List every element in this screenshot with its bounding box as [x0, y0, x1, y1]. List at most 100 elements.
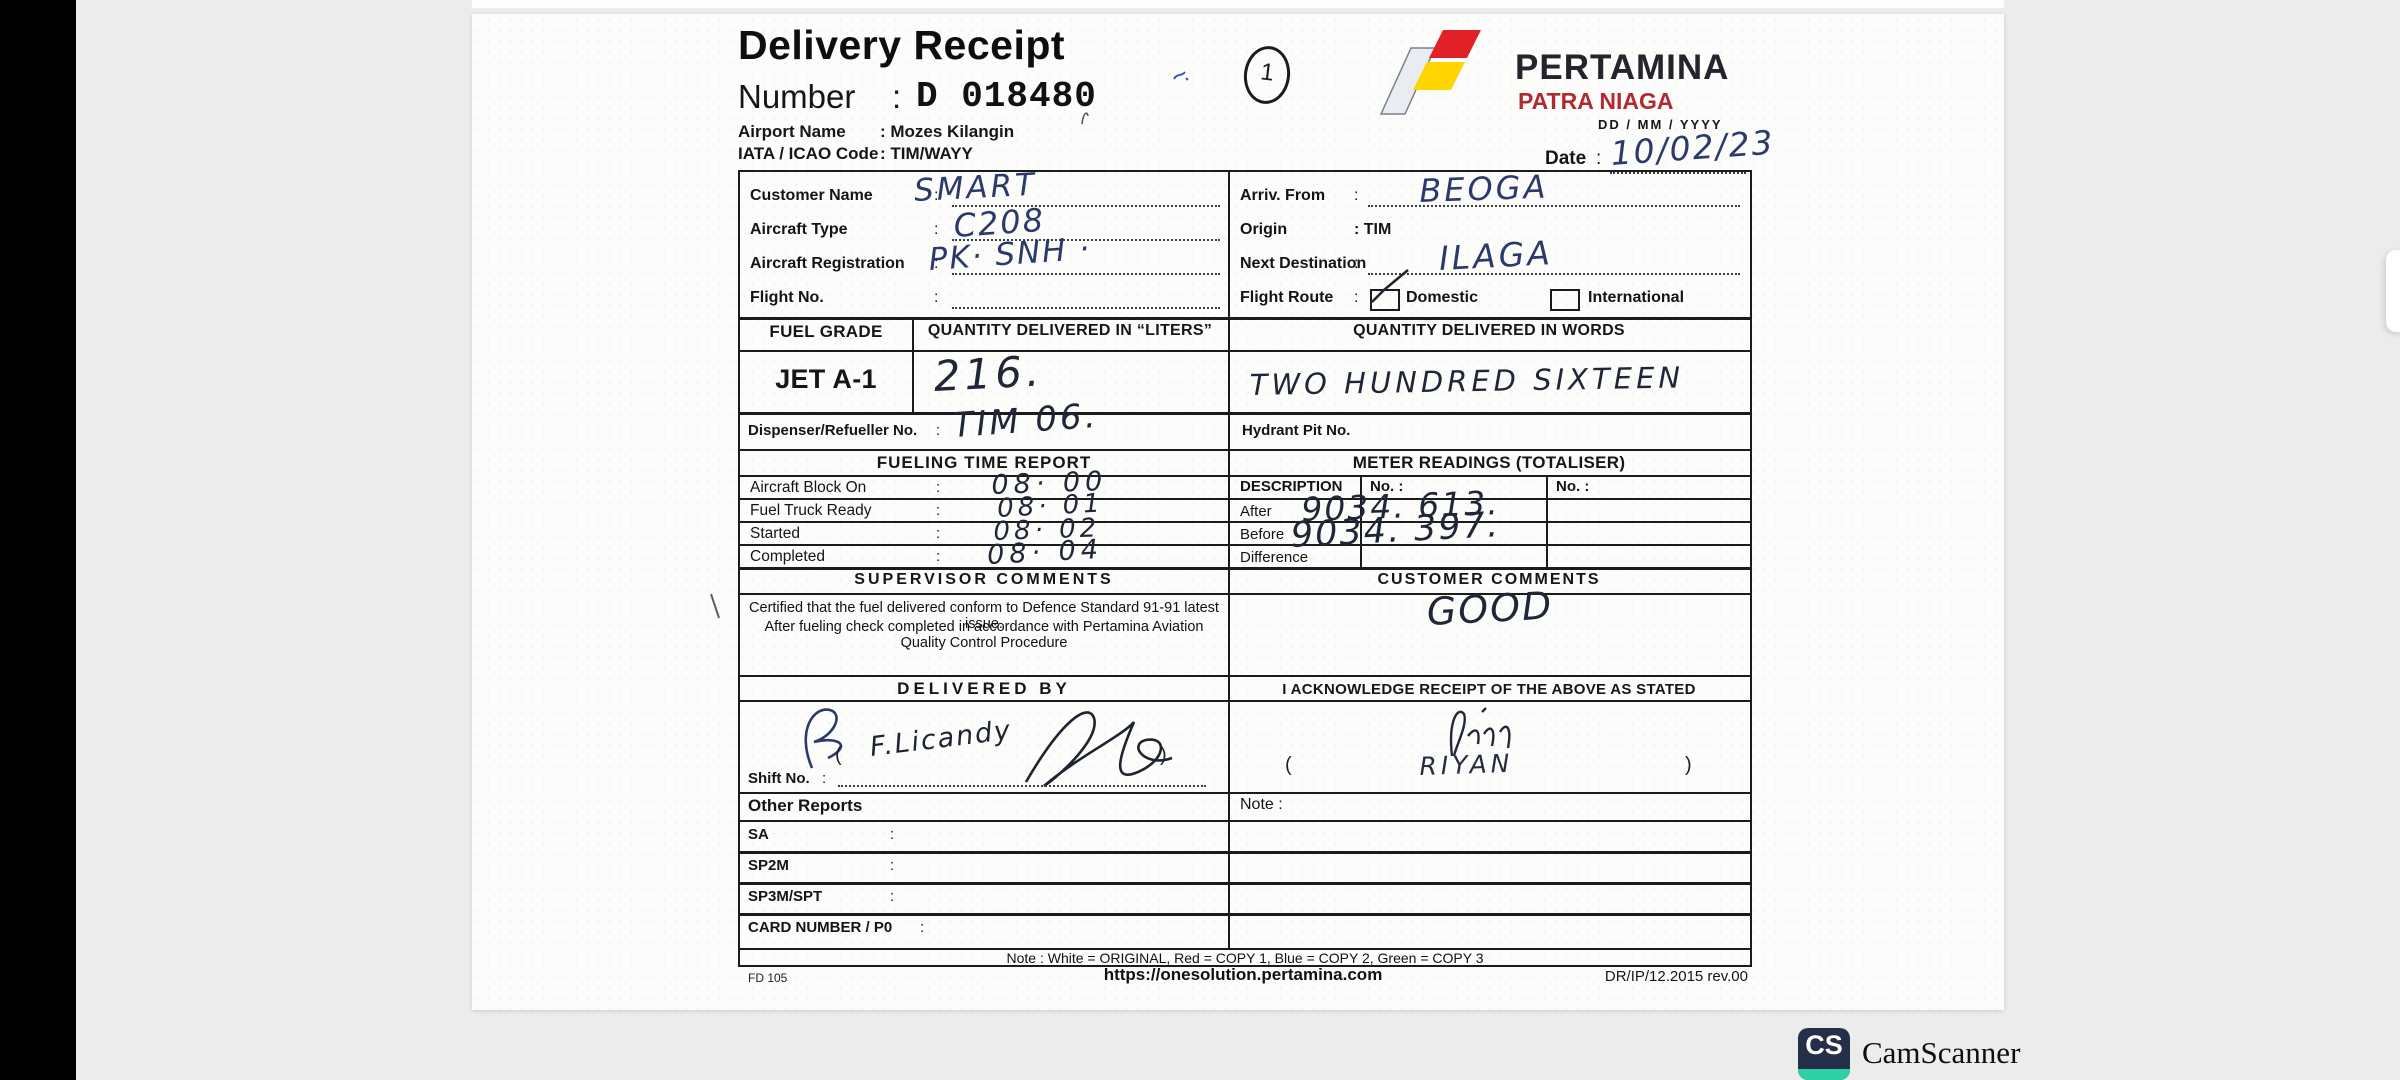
meter-readings-header: METER READINGS (TOTALISER) — [1352, 453, 1626, 472]
left-black-bar — [0, 0, 76, 1080]
supervisor-comments-header: SUPERVISOR COMMENTS — [854, 571, 1114, 588]
camscanner-icon: CS — [1798, 1028, 1850, 1080]
acknowledge-signature — [1449, 707, 1511, 757]
colon: : — [890, 826, 895, 843]
camscanner-wordmark: CamScanner — [1862, 1035, 2021, 1070]
receipt-title: Delivery Receipt — [738, 22, 1066, 68]
delivered-by-header: DELIVERED BY — [897, 679, 1071, 698]
origin-value: : TIM — [1354, 221, 1392, 238]
dispenser-value: TIM 06. — [951, 395, 1100, 446]
camscanner-abbr: CS — [1805, 1030, 1843, 1060]
colon: : — [1354, 187, 1359, 204]
iata-icao-label: IATA / ICAO Code — [738, 144, 879, 163]
scan-mark — [1081, 112, 1089, 125]
words-header: QUANTITY DELIVERED IN WORDS — [1353, 322, 1625, 339]
iata-icao-value: : TIM/WAYY — [880, 144, 973, 163]
number-value: D 018480 — [916, 76, 1097, 117]
aircraft-registration-label: Aircraft Registration — [750, 255, 905, 272]
colon: : — [936, 479, 941, 496]
colon: : — [822, 770, 827, 787]
before-label: Before — [1240, 526, 1285, 543]
card-number-label: CARD NUMBER / P0 — [748, 919, 893, 936]
dotted-line — [1368, 205, 1740, 207]
brand-name: PERTAMINA — [1515, 48, 1730, 87]
colon: : — [920, 919, 925, 936]
flight-route-label: Flight Route — [1240, 289, 1334, 306]
hydrant-label: Hydrant Pit No. — [1242, 422, 1351, 439]
customer-comment-value: GOOD — [1425, 583, 1555, 634]
form-revision: DR/IP/12.2015 rev.00 — [1604, 968, 1748, 985]
check-mark — [1371, 269, 1409, 303]
flight-route-row: Flight Route : Domestic International — [1230, 269, 1750, 314]
colon: : — [1354, 289, 1359, 306]
fuel-grade-value: JET A-1 — [775, 364, 877, 394]
iata-icao-row: IATA / ICAO Code : TIM/WAYY — [738, 144, 1238, 166]
shift-no-label: Shift No. — [748, 770, 810, 787]
scan-mark — [710, 593, 720, 619]
certification-line1: Certified that the fuel delivered confor… — [749, 600, 1219, 632]
brand-subname: PATRA NIAGA — [1518, 88, 1674, 114]
pertamina-logo-icon — [1379, 30, 1481, 115]
arriv-from-value: BEOGA — [1418, 167, 1549, 210]
previous-page-edge — [472, 0, 2004, 8]
colon: : — [936, 548, 941, 565]
difference-label: Difference — [1240, 549, 1309, 566]
description-header: DESCRIPTION — [1240, 478, 1343, 495]
airport-name-label: Airport Name — [738, 122, 846, 141]
note-label: Note : — [1240, 796, 1283, 813]
customer-name-row: Customer Name : SMART — [740, 167, 1228, 212]
dotted-line — [952, 273, 1220, 275]
handwritten-page-circle: 1 — [1240, 43, 1294, 107]
dotted-line — [952, 307, 1220, 309]
acknowledge-name: RIYAN — [1418, 748, 1514, 781]
started-label: Started — [750, 525, 800, 542]
sp3m-spt-label: SP3M/SPT — [748, 888, 823, 905]
date-colon: : — [1596, 148, 1602, 169]
fueling-time-header: FUELING TIME REPORT — [876, 453, 1092, 472]
colon: : — [934, 221, 939, 238]
origin-row: Origin : TIM — [1230, 212, 1750, 246]
aircraft-registration-row: Aircraft Registration : PK· SNH · — [740, 231, 1228, 280]
arriv-from-label: Arriv. From — [1240, 187, 1326, 204]
colon: : — [936, 502, 941, 519]
paren-close: ) — [1160, 744, 1167, 766]
completed-label: Completed — [750, 548, 825, 565]
colon: : — [890, 857, 895, 874]
camscanner-icon-teal-strip — [1798, 1069, 1850, 1080]
colon: : — [936, 422, 941, 439]
colon: : — [934, 289, 939, 306]
origin-label: Origin — [1240, 221, 1288, 238]
block-on-label: Aircraft Block On — [750, 479, 867, 496]
colon: : — [934, 255, 939, 272]
scanned-receipt-page: Delivery Receipt Number : D 018480 1 Air… — [472, 14, 2004, 1010]
next-destination-row: Next Destination : ILAGA — [1230, 233, 1750, 280]
airport-name-row: Airport Name : Mozes Kilangin — [738, 122, 1238, 144]
completed-value: 08· 04 — [986, 533, 1104, 571]
domestic-label: Domestic — [1406, 289, 1479, 306]
meter-no2-label: No. : — [1556, 478, 1590, 495]
date-format-hint: DD / MM / YYYY — [1598, 117, 1723, 132]
liters-value: 216. — [932, 346, 1045, 401]
liters-header: QUANTITY DELIVERED IN “LITERS” — [927, 322, 1213, 339]
date-dotted-line — [1610, 172, 1746, 174]
truck-ready-label: Fuel Truck Ready — [750, 502, 872, 519]
other-reports-header: Other Reports — [748, 796, 863, 815]
airport-name-value: : Mozes Kilangin — [880, 122, 1015, 141]
dotted-line — [1368, 273, 1740, 275]
next-destination-label: Next Destination — [1240, 255, 1367, 272]
colon: : — [1354, 255, 1359, 272]
meter-no1-label: No. : — [1370, 478, 1404, 495]
customer-comments-header: CUSTOMER COMMENTS — [1377, 571, 1601, 588]
aircraft-type-row: Aircraft Type : C208 — [740, 201, 1228, 246]
number-label: Number — [738, 78, 856, 115]
aircraft-type-label: Aircraft Type — [750, 221, 848, 238]
dotted-line — [952, 239, 1220, 241]
flight-no-row: Flight No. : — [740, 280, 1228, 314]
receipt-table: Customer Name : SMART Aircraft Type : C2… — [738, 167, 1752, 967]
certification-line2: After fueling check completed in accorda… — [764, 619, 1204, 651]
flight-no-label: Flight No. — [750, 289, 824, 306]
paren-open: ( — [1285, 754, 1292, 776]
side-panel-handle[interactable] — [2386, 250, 2400, 332]
arriv-from-row: Arriv. From : BEOGA — [1230, 168, 1750, 212]
